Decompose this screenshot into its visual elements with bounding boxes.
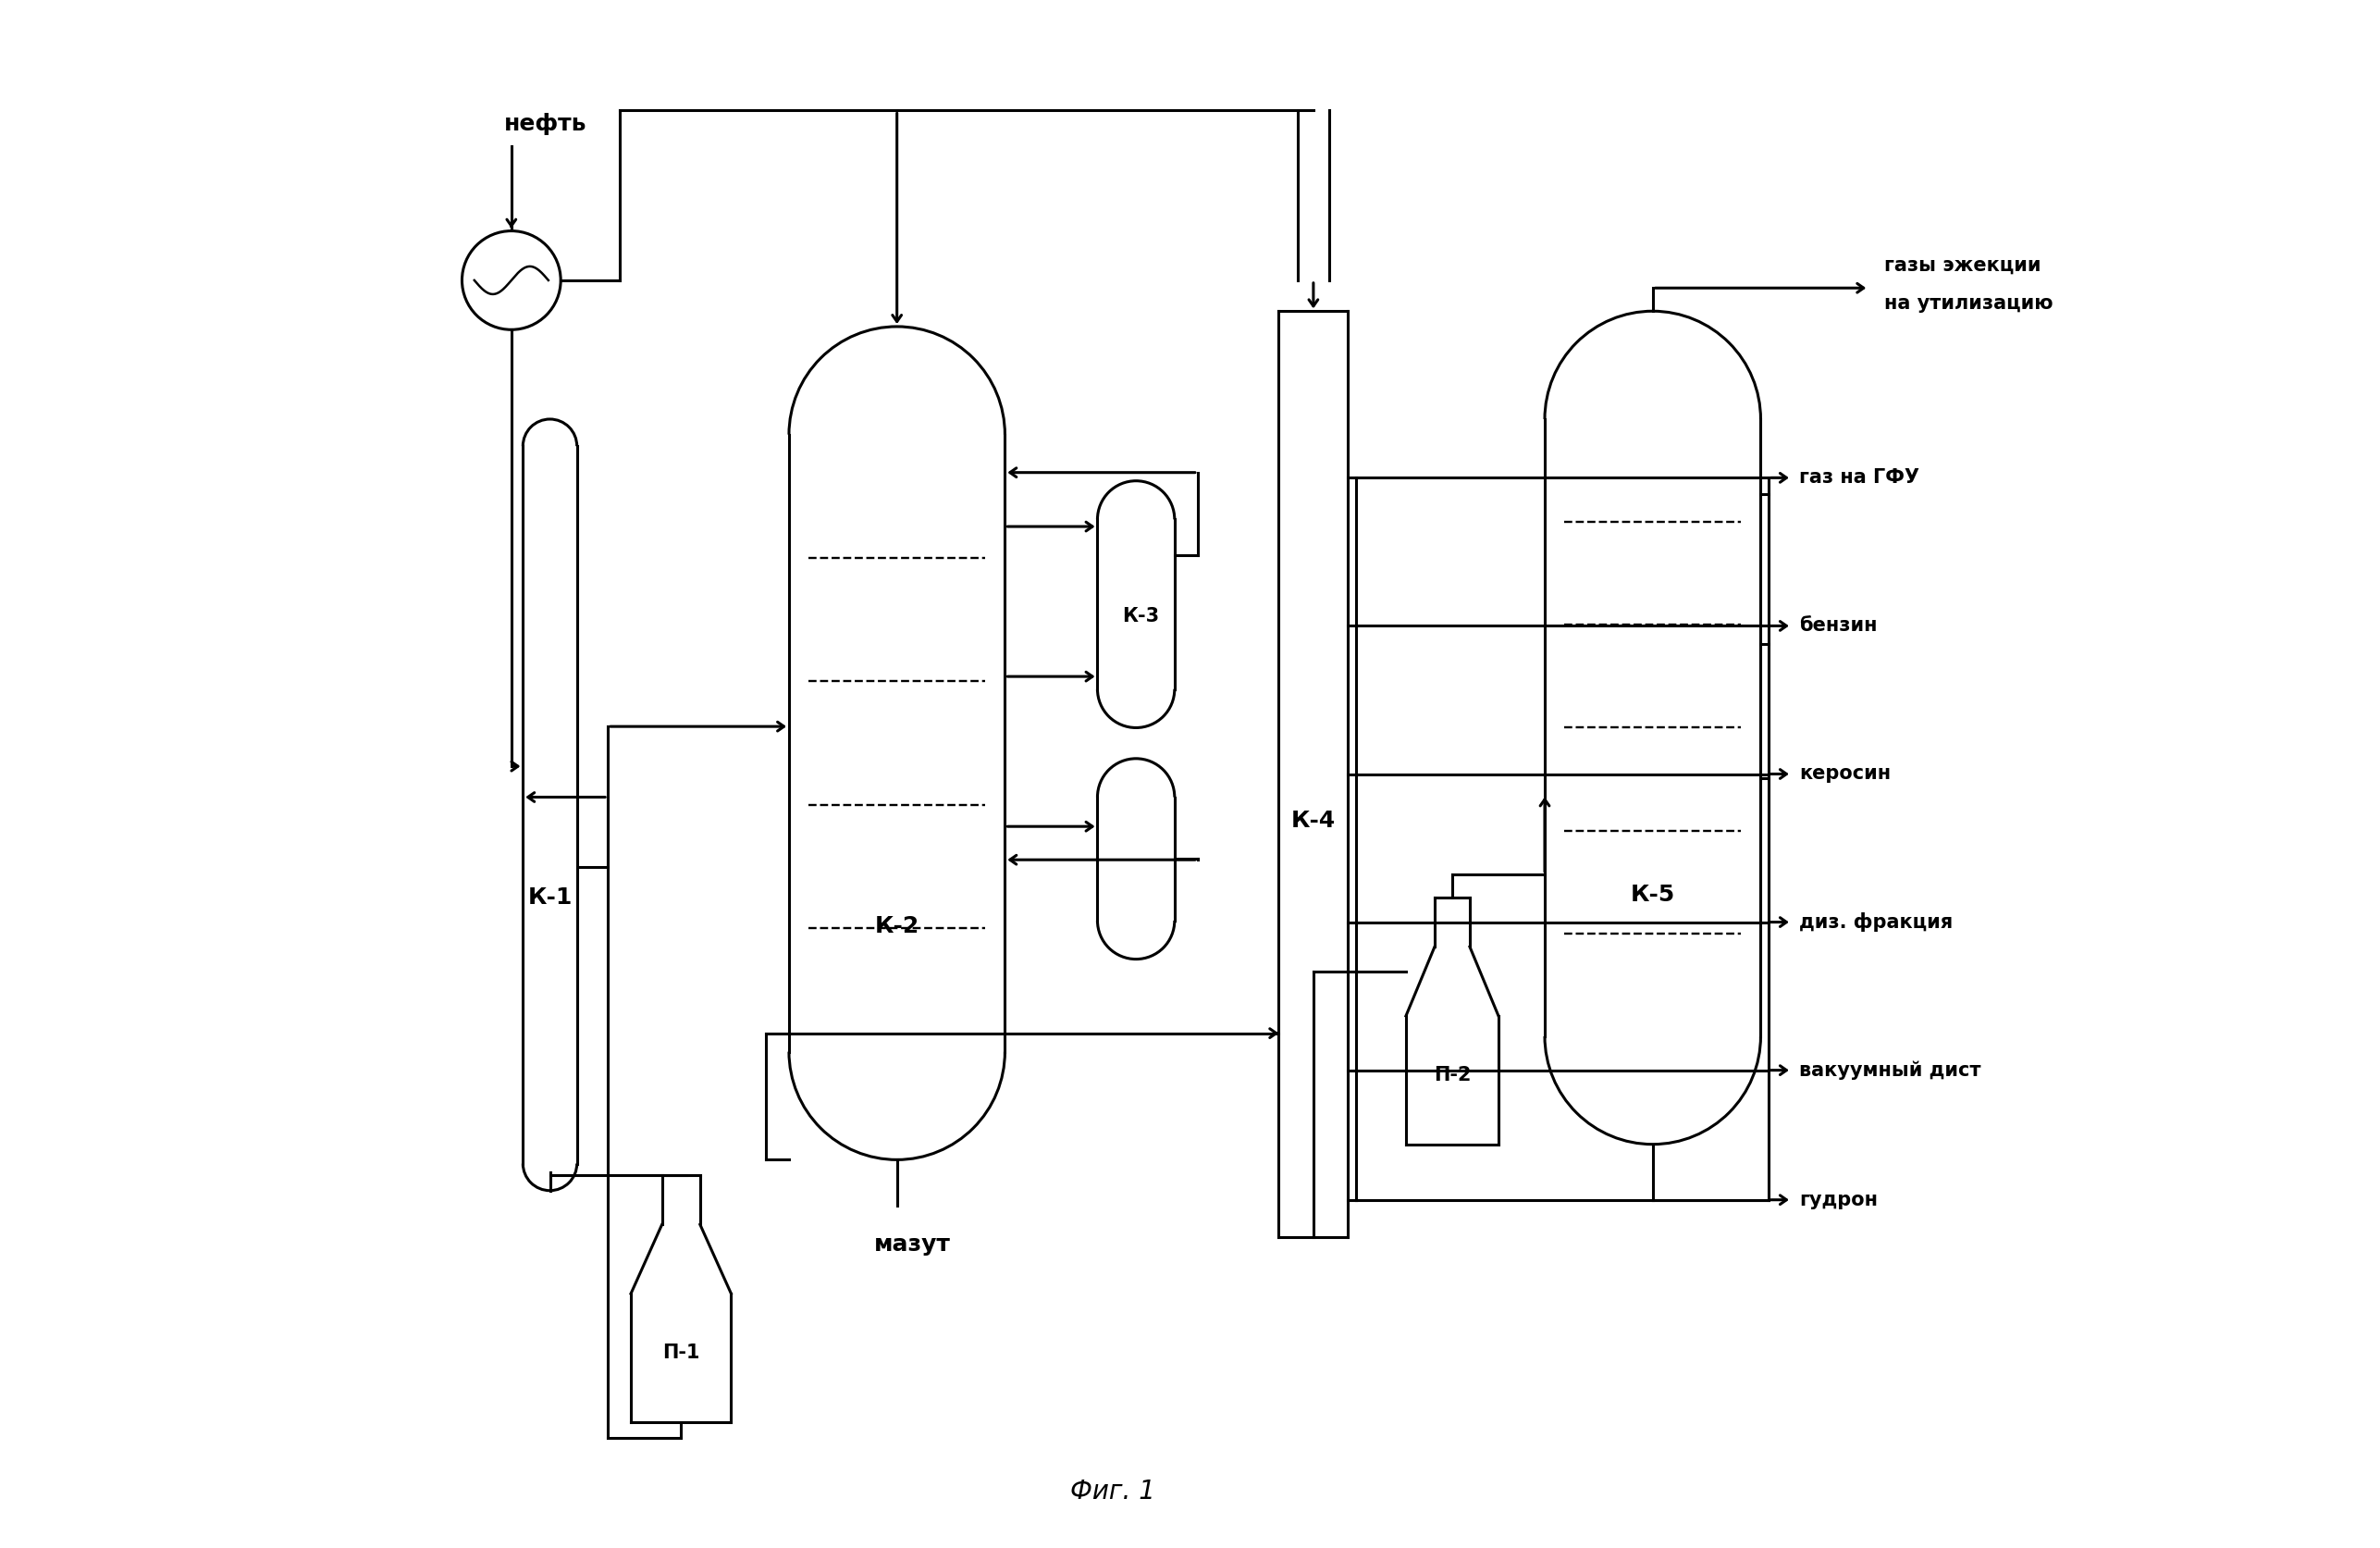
Text: газы эжекции: газы эжекции <box>1885 255 2042 274</box>
Text: К-2: К-2 <box>873 915 919 938</box>
Text: вакуумный дист: вакуумный дист <box>1799 1060 1980 1079</box>
Text: на утилизацию: на утилизацию <box>1885 294 2054 313</box>
Text: нефть: нефть <box>505 113 585 135</box>
Text: мазут: мазут <box>873 1234 950 1255</box>
Text: диз. фракция: диз. фракция <box>1799 912 1954 932</box>
Text: К-1: К-1 <box>528 887 571 909</box>
Text: бензин: бензин <box>1799 616 1878 635</box>
Text: П-2: П-2 <box>1433 1067 1471 1085</box>
Text: П-1: П-1 <box>662 1344 700 1362</box>
Text: Фиг. 1: Фиг. 1 <box>1071 1478 1154 1505</box>
Text: К-5: К-5 <box>1630 884 1676 906</box>
Text: К-3: К-3 <box>1121 607 1159 625</box>
Text: К-4: К-4 <box>1290 810 1335 831</box>
Text: газ на ГФУ: газ на ГФУ <box>1799 469 1921 488</box>
Text: керосин: керосин <box>1799 765 1892 783</box>
Text: гудрон: гудрон <box>1799 1190 1878 1209</box>
